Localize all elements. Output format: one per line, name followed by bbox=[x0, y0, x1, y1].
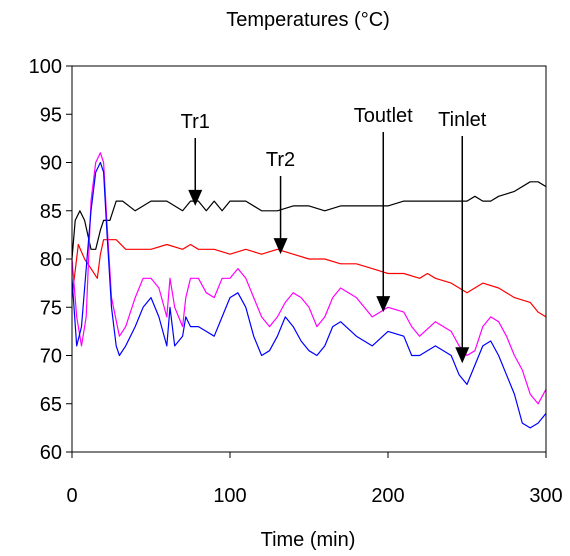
y-tick-label: 100 bbox=[29, 56, 62, 78]
x-tick-label: 300 bbox=[529, 485, 562, 507]
x-tick-label: 0 bbox=[66, 485, 77, 507]
y-tick-label: 65 bbox=[40, 394, 62, 416]
annotation-label: Tr1 bbox=[181, 111, 210, 133]
y-tick-label: 70 bbox=[40, 346, 62, 368]
annotation-layer: Tr1 Tr2 Toutlet Tinlet bbox=[181, 105, 487, 364]
y-tick-label: 95 bbox=[40, 104, 62, 126]
y-tick-label: 80 bbox=[40, 249, 62, 271]
annotation-arrow-head bbox=[376, 296, 391, 313]
annotation-label: Tinlet bbox=[438, 109, 487, 131]
y-tick-label: 90 bbox=[40, 153, 62, 175]
annotation-label: Tr2 bbox=[266, 149, 295, 171]
x-axis-label: Time (min) bbox=[261, 529, 356, 551]
x-tick-label: 200 bbox=[371, 485, 404, 507]
annotation-label: Toutlet bbox=[354, 105, 413, 127]
plot-frame bbox=[71, 65, 547, 453]
series-line bbox=[71, 181, 547, 260]
y-axis-ticks: 60 65 70 75 80 85 90 95 100 bbox=[29, 56, 72, 464]
y-tick-label: 85 bbox=[40, 201, 62, 223]
y-tick-label: 75 bbox=[40, 297, 62, 319]
series-layer bbox=[71, 152, 547, 429]
chart-title: Temperatures (°C) bbox=[226, 9, 390, 31]
series-line bbox=[71, 152, 547, 405]
y-tick-label: 60 bbox=[40, 442, 62, 464]
series-line bbox=[71, 239, 547, 318]
annotation-arrow-head bbox=[188, 189, 203, 206]
x-axis-ticks: 0 100 200 300 bbox=[66, 452, 563, 507]
x-tick-label: 100 bbox=[213, 485, 246, 507]
series-line bbox=[71, 161, 547, 429]
annotation-arrow-head bbox=[455, 347, 470, 364]
annotation-arrow-head bbox=[273, 238, 288, 255]
